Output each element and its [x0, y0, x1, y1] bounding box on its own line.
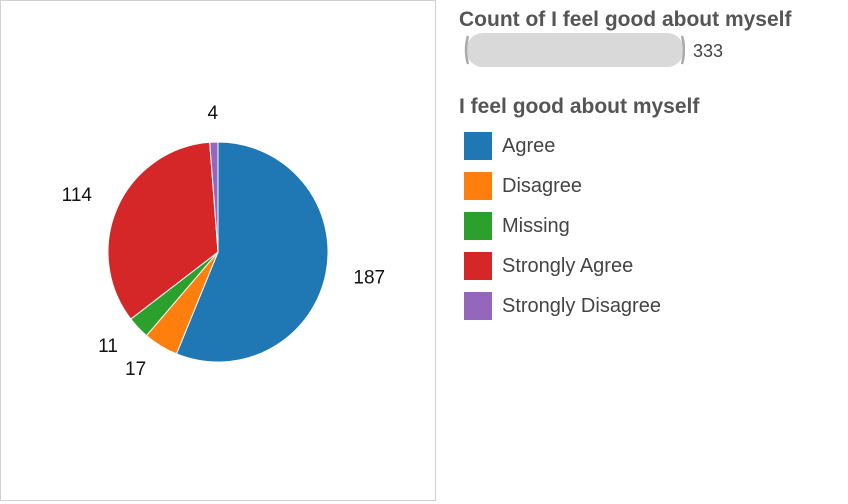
legend-label: Disagree: [502, 174, 583, 197]
size-legend-bar: [464, 33, 685, 67]
legend-item-agree[interactable]: Agree: [464, 126, 661, 166]
slice-value-label: 187: [353, 268, 385, 289]
pie-slice-strongly-disagree[interactable]: [209, 141, 219, 253]
legend-label: Strongly Agree: [502, 254, 634, 277]
slice-value-label: 17: [125, 359, 146, 380]
legend-title: I feel good about myself: [459, 95, 700, 118]
slice-value-label: 11: [98, 336, 118, 357]
legend-item-missing[interactable]: Missing: [464, 206, 661, 246]
size-legend-title: Count of I feel good about myself: [459, 8, 792, 31]
legend: Agree Disagree Missing Strongly Agree St…: [464, 126, 661, 326]
pie-slice-agree[interactable]: [175, 141, 329, 363]
pie-slice-strongly-agree[interactable]: [107, 141, 219, 320]
legend-swatch: [464, 212, 492, 240]
legend-label: Missing: [502, 214, 570, 237]
legend-swatch: [464, 132, 492, 160]
size-legend-value: 333: [693, 41, 724, 61]
legend-label: Agree: [502, 134, 556, 157]
slice-value-label: 114: [62, 185, 93, 206]
legend-swatch: [464, 172, 492, 200]
legend-swatch: [464, 292, 492, 320]
legend-swatch: [464, 252, 492, 280]
chart-panel: 187 17 11 114 4: [0, 0, 436, 501]
legend-item-disagree[interactable]: Disagree: [464, 166, 661, 206]
slice-value-label: 4: [208, 103, 219, 124]
legend-label: Strongly Disagree: [502, 294, 661, 317]
legend-item-strongly-agree[interactable]: Strongly Agree: [464, 246, 661, 286]
legend-item-strongly-disagree[interactable]: Strongly Disagree: [464, 286, 661, 326]
pie-chart: 187 17 11 114 4: [62, 103, 385, 380]
